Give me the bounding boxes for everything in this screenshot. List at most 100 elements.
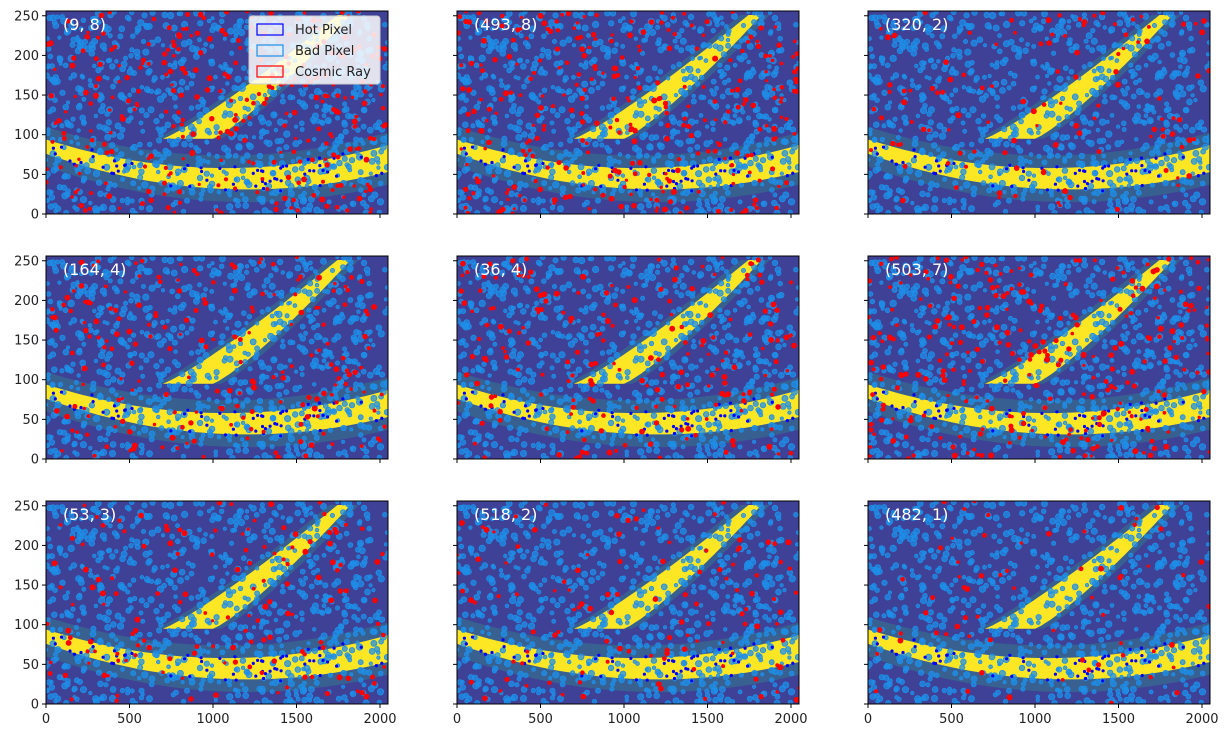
cosmic-ray-mark: [113, 307, 119, 313]
cosmic-ray-mark: [1056, 200, 1061, 205]
hot-pixel-mark: [317, 401, 322, 405]
bad-pixel-mark: [258, 373, 267, 381]
bad-pixel-mark: [995, 199, 1001, 206]
hot-pixel-mark: [130, 161, 134, 166]
cosmic-ray-mark: [71, 289, 76, 293]
bad-pixel-mark: [565, 36, 573, 43]
bad-pixel-mark: [72, 205, 77, 210]
cosmic-ray-mark: [192, 67, 199, 73]
cosmic-ray-mark: [245, 11, 250, 14]
bad-pixel-mark: [772, 69, 779, 76]
cosmic-ray-mark: [134, 103, 140, 108]
bad-pixel-mark: [193, 256, 200, 262]
bad-pixel-mark: [341, 400, 348, 407]
bad-pixel-mark: [357, 169, 364, 176]
bad-pixel-mark: [321, 352, 327, 358]
cosmic-ray-mark: [467, 20, 472, 25]
cosmic-ray-mark: [232, 117, 239, 123]
hot-pixel-mark: [91, 400, 95, 404]
cosmic-ray-mark: [54, 408, 60, 414]
bad-pixel-mark: [303, 266, 309, 273]
bad-pixel-mark: [98, 106, 106, 115]
cosmic-ray-mark: [499, 23, 505, 29]
cosmic-ray-mark: [594, 120, 600, 126]
bad-pixel-mark: [1202, 143, 1209, 151]
cosmic-ray-mark: [663, 104, 668, 110]
cosmic-ray-mark: [694, 46, 700, 51]
bad-pixel-mark: [752, 119, 758, 125]
bad-pixel-mark: [988, 138, 994, 143]
hot-pixel-mark: [696, 164, 700, 168]
bad-pixel-mark: [195, 147, 202, 154]
bad-pixel-mark: [1202, 135, 1210, 143]
bad-pixel-mark: [1143, 63, 1149, 68]
bad-pixel-mark: [887, 188, 893, 194]
bad-pixel-mark: [572, 43, 577, 48]
cosmic-ray-mark: [233, 113, 238, 117]
bad-pixel-mark: [479, 76, 484, 81]
bad-pixel-mark: [298, 165, 305, 172]
cosmic-ray-mark: [515, 62, 519, 66]
bad-pixel-mark: [1121, 78, 1128, 85]
cosmic-ray-mark: [382, 424, 387, 429]
cosmic-ray-mark: [922, 11, 928, 16]
cosmic-ray-mark: [260, 291, 266, 297]
cosmic-ray-mark: [665, 122, 671, 128]
bad-pixel-mark: [189, 72, 196, 79]
cosmic-ray-mark: [82, 320, 87, 325]
hot-pixel-mark: [90, 148, 94, 152]
bad-pixel-mark: [650, 167, 658, 174]
cosmic-ray-mark: [223, 177, 229, 182]
bad-pixel-mark: [1066, 76, 1071, 81]
hot-pixel-mark: [53, 152, 57, 156]
bad-pixel-mark: [1051, 50, 1057, 56]
hot-pixel-mark: [218, 166, 222, 170]
cosmic-ray-mark: [538, 105, 544, 111]
bad-pixel-mark: [349, 427, 354, 432]
bad-pixel-mark: [879, 136, 886, 143]
bad-pixel-mark: [636, 81, 641, 86]
bad-pixel-mark: [250, 290, 255, 295]
bad-pixel-mark: [1148, 119, 1153, 124]
bad-pixel-mark: [131, 70, 137, 76]
bad-pixel-mark: [705, 176, 712, 183]
hot-pixel-mark: [1107, 164, 1111, 168]
cosmic-ray-mark: [65, 18, 71, 24]
bad-pixel-mark: [777, 280, 783, 287]
bad-pixel-mark: [158, 132, 164, 138]
bad-pixel-mark: [667, 152, 675, 160]
hot-pixel-mark: [285, 164, 289, 168]
hot-pixel-mark: [534, 163, 538, 167]
hot-pixel-mark: [934, 171, 938, 176]
bad-pixel-mark: [127, 106, 134, 113]
bad-pixel-mark: [196, 363, 202, 370]
cosmic-ray-mark: [201, 454, 206, 459]
bad-pixel-mark: [1109, 55, 1115, 60]
cosmic-ray-mark: [195, 271, 200, 277]
bad-pixel-mark: [139, 330, 145, 335]
bad-pixel-mark: [137, 386, 143, 393]
bad-pixel-mark: [338, 133, 345, 140]
hot-pixel-mark: [686, 177, 690, 181]
hot-pixel-mark: [1196, 174, 1200, 178]
bad-pixel-mark: [871, 92, 877, 99]
cosmic-ray-mark: [191, 438, 197, 444]
bad-pixel-mark: [129, 47, 135, 53]
bad-pixel-mark: [382, 267, 388, 273]
bad-pixel-mark: [1000, 78, 1008, 86]
cosmic-ray-mark: [530, 153, 536, 159]
bad-pixel-mark: [572, 288, 577, 293]
cosmic-ray-mark: [550, 104, 556, 109]
bad-pixel-mark: [1114, 58, 1120, 63]
hot-pixel-mark: [674, 182, 679, 186]
bad-pixel-mark: [326, 444, 332, 450]
bad-pixel-mark: [755, 11, 764, 18]
bad-pixel-mark: [233, 197, 238, 203]
bad-pixel-mark: [720, 296, 727, 303]
bad-pixel-mark: [137, 419, 144, 426]
bad-pixel-mark: [1171, 200, 1179, 207]
bad-pixel-mark: [342, 128, 349, 135]
bad-pixel-mark: [1081, 12, 1087, 18]
cosmic-ray-mark: [666, 45, 673, 51]
bad-pixel-mark: [57, 280, 62, 285]
